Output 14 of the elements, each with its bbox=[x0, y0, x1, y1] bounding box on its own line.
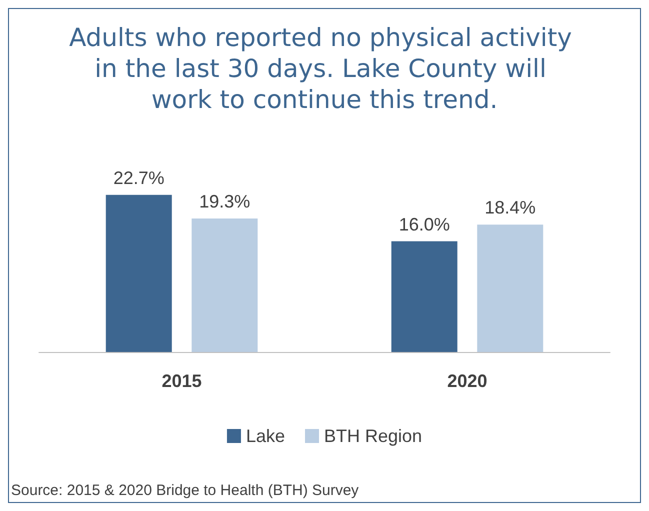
bar bbox=[106, 194, 172, 352]
data-label: 18.4% bbox=[484, 198, 536, 218]
chart-title: Adults who reported no physical activity in the last 30 days. Lake County will work to continue this trend. bbox=[69, 23, 580, 114]
data-label: 22.7% bbox=[113, 168, 164, 188]
legend-label: BTH Region bbox=[324, 426, 422, 446]
source-note: Source: 2015 & 2020 Bridge to Health (BTH) Survey bbox=[11, 482, 360, 499]
bar bbox=[477, 224, 544, 352]
data-label: 19.3% bbox=[199, 191, 250, 212]
x-tick-label: 2020 bbox=[447, 371, 488, 391]
data-label: 16.0% bbox=[398, 214, 450, 234]
legend-label: Lake bbox=[246, 426, 286, 446]
x-tick-label: 2015 bbox=[162, 371, 202, 391]
bar bbox=[391, 241, 458, 352]
bar bbox=[192, 218, 258, 352]
